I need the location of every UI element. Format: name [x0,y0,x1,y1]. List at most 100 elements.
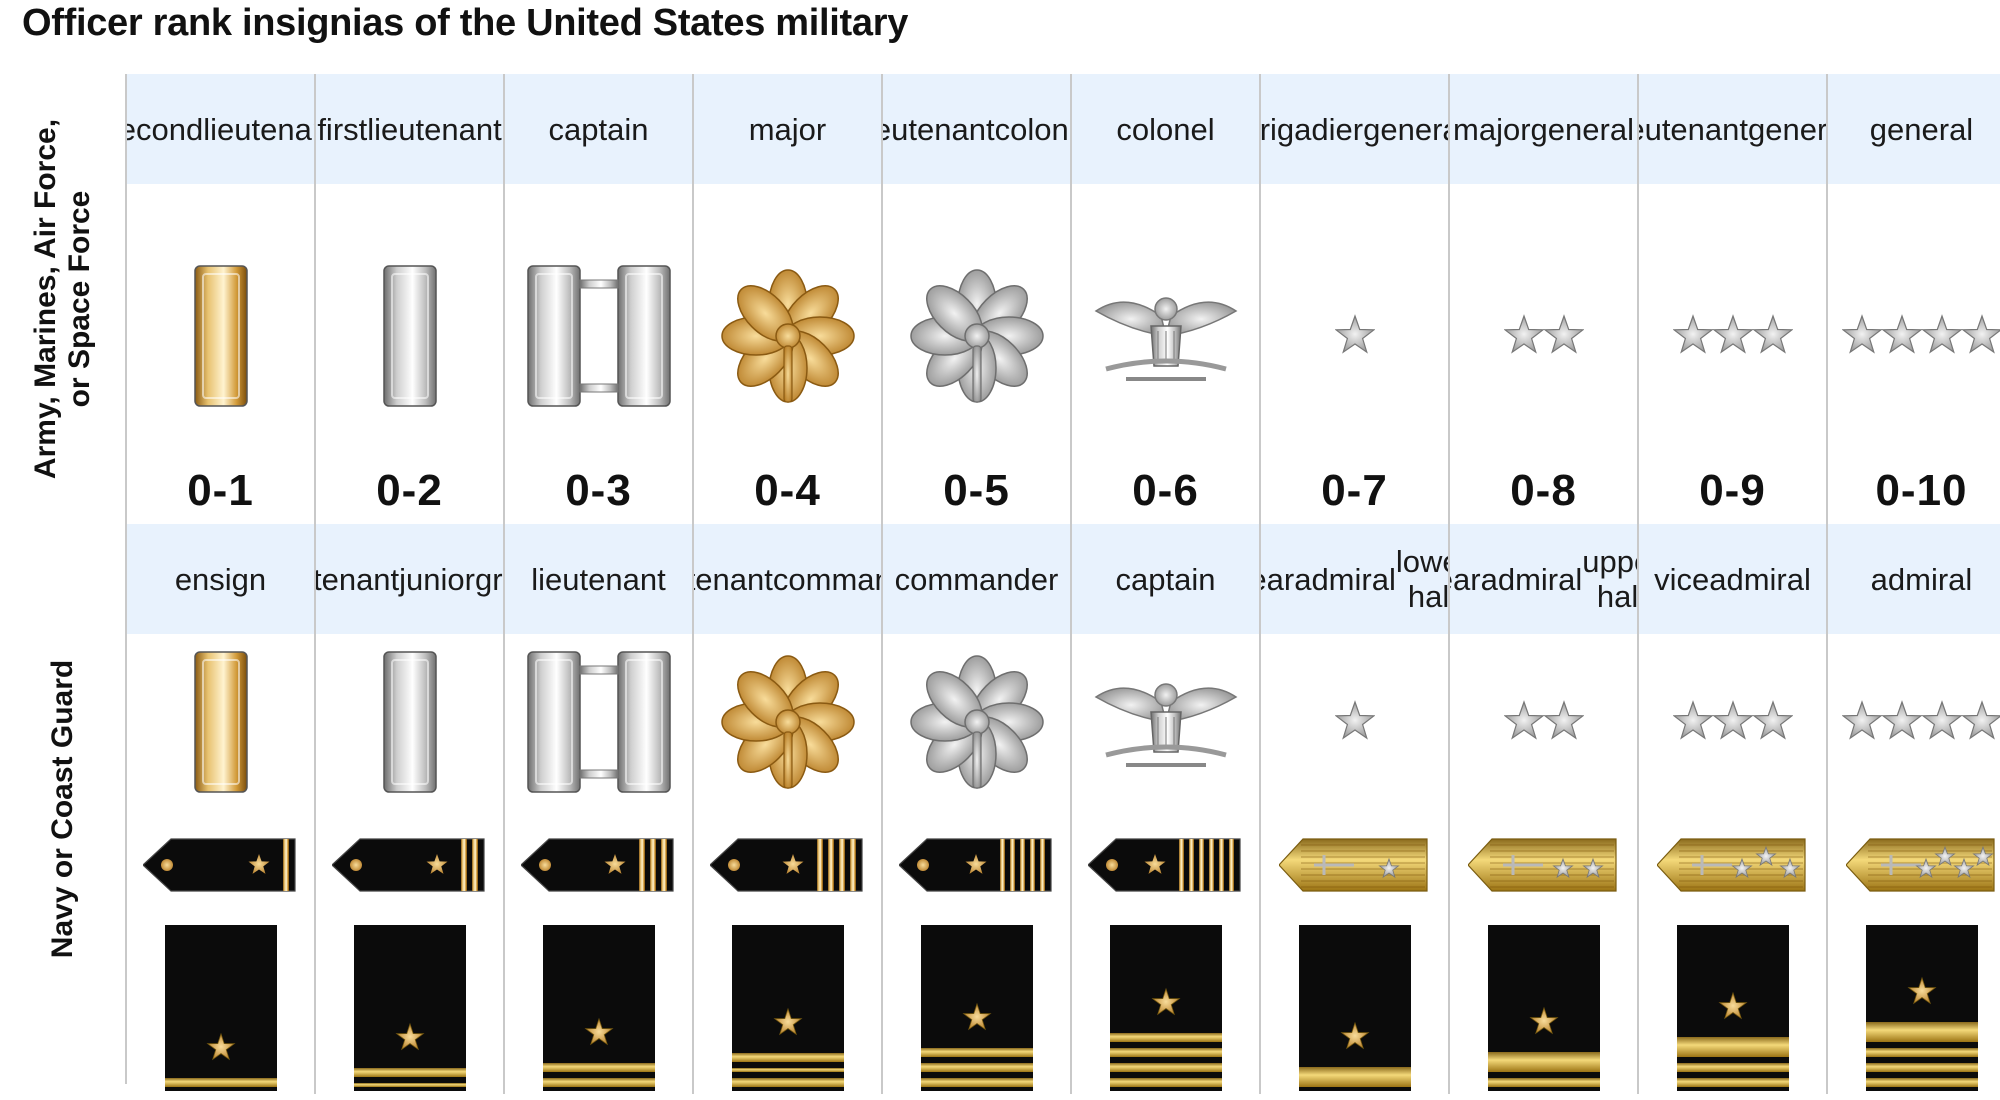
navy-rank-title-line: admiral [1480,561,1583,597]
navy-sleeve-stripes [1450,922,1639,1094]
navy-collar-insignia [316,634,505,810]
navy-collar-insignia [883,634,1072,810]
navy-group-label-text: Navy or Coast Guard [46,659,80,959]
navy-rank-title-line: lieutenant [316,561,400,597]
navy-rank-title-line: rear [1450,561,1481,597]
army-rank-title-line: lieutenant [367,111,502,147]
star-icon [1841,314,2000,354]
sleeve-stripes-icon [1109,925,1222,1091]
pay-grade: 0-10 [1875,466,1968,515]
army-rank-title: lieutenantcolonel [883,74,1072,184]
navy-sleeve-stripes [1639,922,1828,1094]
rank-grid: secondlieutenantfirstlieutenantcaptainma… [125,74,2000,1094]
navy-collar-insignia [694,634,883,810]
army-insignia [127,184,314,458]
navy-rank-title: ensign [127,524,316,634]
sleeve-stripes-icon [353,925,466,1091]
navy-shoulder-board [505,810,694,922]
shoulder-board-black-icon [898,838,1052,892]
navy-shoulder-board [1450,810,1639,922]
navy-shoulder-board [1072,810,1261,922]
army-insignia-cell: 0-8 [1450,184,1639,524]
army-rank-title: lieutenantgeneral [1639,74,1828,184]
army-insignia-cell: 0-4 [694,184,883,524]
navy-collar-insignia [1639,634,1828,810]
navy-shoulder-board [1828,810,2000,922]
shoulder-board-gold-icon [1467,838,1617,892]
navy-collar-insignia [1450,634,1639,810]
navy-rank-title-line: junior [399,561,475,597]
army-insignia [883,184,1070,458]
navy-rank-title: lieutenantjuniorgrade [316,524,505,634]
navy-sleeve-stripes [694,922,883,1094]
star-icon [1503,700,1584,740]
navy-rank-title-line: lieutenant [694,561,773,597]
pay-grade: 0-4 [754,466,821,515]
army-rank-title-line: major [748,111,827,147]
navy-sleeve-stripes [127,922,316,1094]
sleeve-stripes-icon [731,925,844,1091]
pay-grade: 0-5 [943,466,1010,515]
sleeve-stripes-icon [164,925,277,1091]
navy-rank-title: commander [883,524,1072,634]
army-rank-title-line: second [127,111,204,147]
army-rank-title-line: general [1363,111,1448,147]
army-insignia-cell: 0-5 [883,184,1072,524]
army-rank-title-line: lieutenant [1639,111,1749,147]
navy-rank-title-line: admiral [1870,561,1973,597]
shoulder-board-gold-icon [1845,838,1995,892]
silver-eagle-icon [1094,683,1237,767]
shoulder-board-black-icon [709,838,863,892]
shoulder-board-black-icon [520,838,674,892]
army-rank-title-line: first [317,111,368,147]
pay-grade: 0-6 [1132,466,1199,515]
army-insignia-cell: 0-10 [1828,184,2000,524]
navy-rank-title-line: grade [475,561,503,597]
silver-double-bar-icon [526,651,671,793]
silver-bar-icon [382,265,437,407]
gold-bar-icon [193,265,248,407]
star-icon [1672,700,1793,740]
army-rank-title: brigadiergeneral [1261,74,1450,184]
army-rank-title-line: general [1748,111,1828,147]
army-rank-title-line: lieutenant [203,111,314,147]
navy-group-label: Navy or Coast Guard [8,524,118,1094]
army-rank-title: captain [505,74,694,184]
gold-bar-icon [193,651,248,793]
navy-rank-title-line: admiral [1709,561,1811,597]
army-insignia-cell: 0-6 [1072,184,1261,524]
star-icon [1841,700,2000,740]
navy-rank-title-line: admiral [1294,561,1396,597]
navy-shoulder-board [316,810,505,922]
navy-rank-title: captain [1072,524,1261,634]
navy-shoulder-board [1639,810,1828,922]
army-insignia [1072,184,1259,458]
army-rank-title-line: brigadier [1261,111,1364,147]
navy-sleeve-stripes [505,922,694,1094]
sleeve-stripes-icon [1676,925,1789,1091]
navy-rank-title-line: ensign [174,561,267,597]
pay-grade: 0-2 [376,466,443,515]
navy-rank-title-line: commander [894,561,1059,597]
navy-rank-title-line: vice [1654,561,1710,597]
army-rank-title-line: lieutenant [883,111,995,147]
silver-bar-icon [382,651,437,793]
navy-collar-insignia [1261,634,1450,810]
pay-grade: 0-1 [187,466,254,515]
navy-sleeve-stripes [883,922,1072,1094]
navy-shoulder-board [883,810,1072,922]
silver-oak-leaf-icon [909,269,1044,403]
star-icon [1503,314,1584,354]
army-insignia [1450,184,1637,458]
sleeve-stripes-icon [1865,925,1978,1091]
pay-grade: 0-9 [1699,466,1766,515]
army-insignia [1261,184,1448,458]
shoulder-board-black-icon [1087,838,1241,892]
navy-collar-insignia [127,634,316,810]
army-rank-title-line: general [1530,111,1634,147]
navy-rank-title: rearadmirallower half [1261,524,1450,634]
gold-oak-leaf-icon [720,269,855,403]
sleeve-stripes-icon [542,925,655,1091]
navy-rank-title-line: lieutenant [531,561,666,597]
star-icon [1672,314,1793,354]
